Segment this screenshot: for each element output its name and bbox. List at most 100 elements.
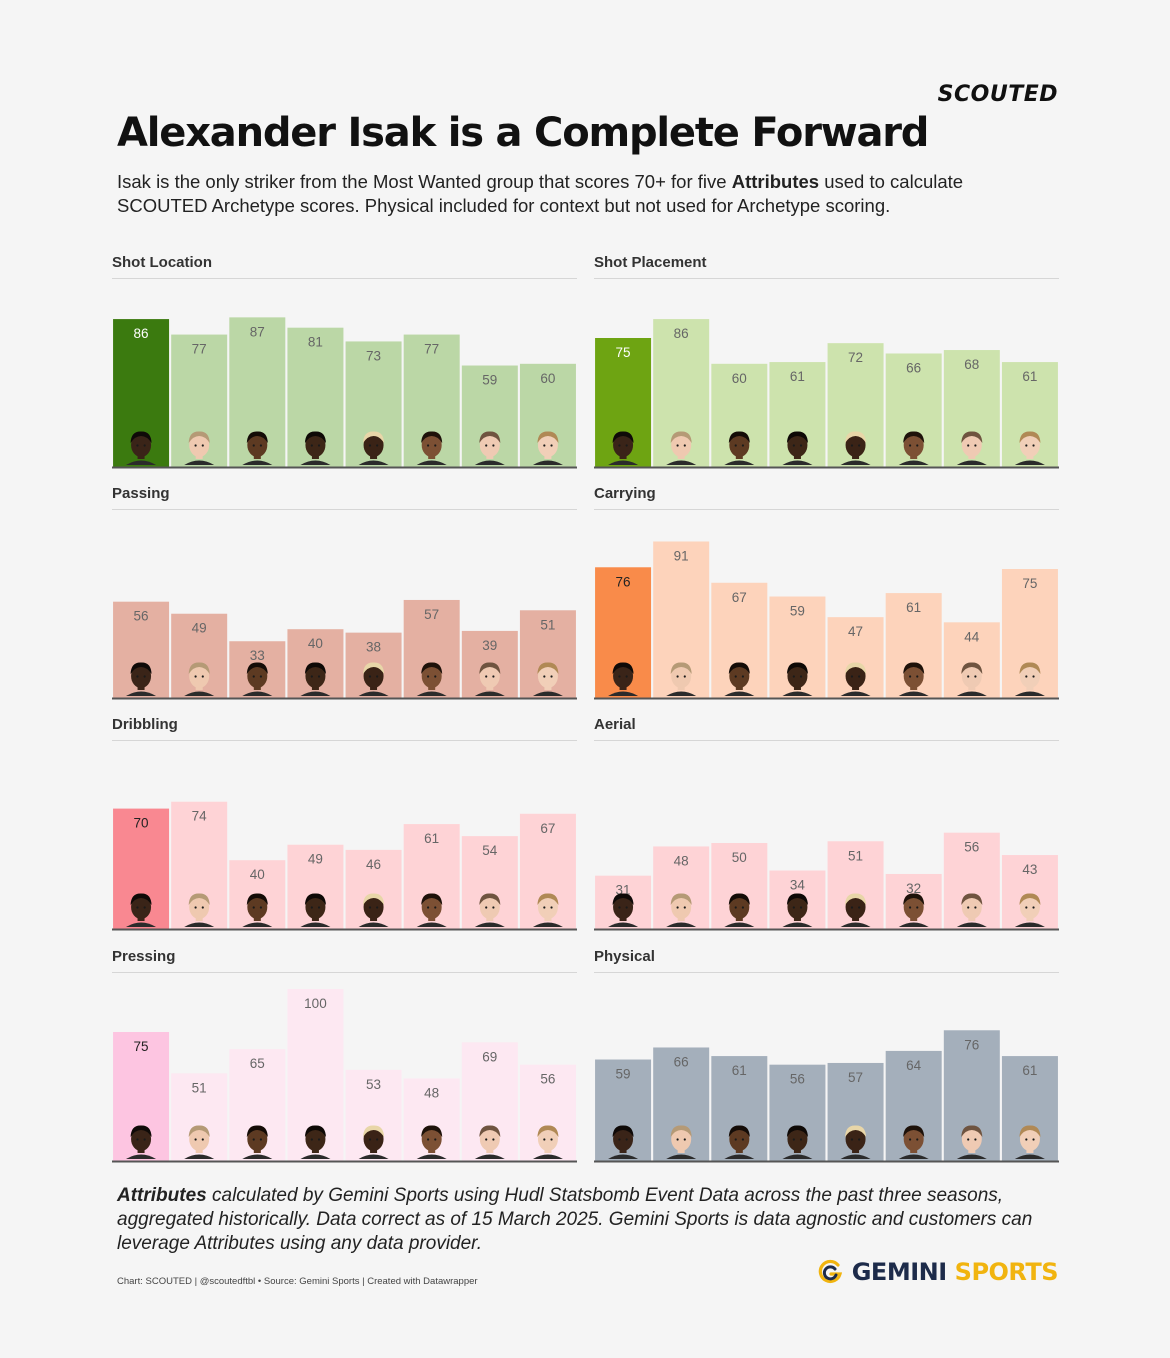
- player-headshot: [184, 1125, 215, 1159]
- player-eye: [974, 444, 977, 447]
- player-eye: [136, 444, 139, 447]
- chart-panel-dribbling: Dribbling 70 74 40 49 46 61 54 67: [112, 716, 577, 941]
- player-hair: [537, 431, 559, 443]
- bar-group: 40: [287, 629, 344, 698]
- player-face: [729, 1127, 750, 1151]
- player-eye: [201, 1138, 204, 1141]
- note-text: calculated by Gemini Sports using Hudl S…: [117, 1185, 1033, 1254]
- bar-value-label: 67: [732, 590, 747, 605]
- player-headshot: [126, 893, 157, 927]
- player-hair: [363, 431, 385, 443]
- player-face: [247, 1127, 268, 1151]
- player-eye: [376, 444, 379, 447]
- player-face: [363, 664, 384, 688]
- player-eye: [485, 1138, 488, 1141]
- player-eye: [625, 675, 628, 678]
- player-shirt: [300, 691, 331, 696]
- bar-group: 57: [827, 1062, 884, 1161]
- player-headshot: [956, 893, 987, 927]
- player-headshot: [358, 431, 389, 465]
- player-headshot: [666, 431, 697, 465]
- player-eye: [252, 444, 255, 447]
- bar-value-label: 61: [424, 831, 439, 846]
- player-shirt: [416, 1154, 447, 1159]
- chart-title-rule: [112, 278, 577, 279]
- player-hair: [479, 1125, 501, 1137]
- player-hair: [421, 431, 443, 443]
- player-face: [845, 664, 866, 688]
- player-eye: [194, 906, 197, 909]
- player-eye: [683, 1138, 686, 1141]
- player-shirt: [474, 691, 505, 696]
- player-shirt: [782, 691, 813, 696]
- player-face: [479, 1127, 500, 1151]
- player-hair: [479, 431, 501, 443]
- player-hair: [845, 431, 867, 443]
- player-shirt: [300, 460, 331, 465]
- player-face: [189, 895, 210, 919]
- player-headshot: [474, 1125, 505, 1159]
- player-eye: [317, 444, 321, 447]
- bar-value-label: 76: [964, 1037, 979, 1052]
- player-eye: [143, 1138, 146, 1141]
- player-headshot: [300, 893, 331, 927]
- player-hair: [363, 1125, 385, 1137]
- player-hair: [479, 662, 501, 674]
- player-shirt: [666, 460, 697, 465]
- player-eye: [858, 1138, 861, 1141]
- player-hair: [188, 662, 210, 674]
- bar-value-label: 61: [1022, 369, 1037, 384]
- bar-value-label: 75: [134, 1039, 149, 1054]
- player-hair: [612, 1125, 634, 1137]
- player-shirt: [126, 460, 157, 465]
- player-shirt: [724, 922, 755, 927]
- player-eye: [485, 444, 488, 447]
- chart-panel-aerial: Aerial 31 48 50 34 51 32 56 43: [594, 716, 1059, 941]
- bar-value-label: 61: [906, 600, 921, 615]
- bar-group: 67: [711, 582, 768, 698]
- player-shirt: [1014, 460, 1045, 465]
- gemini-logo-icon: [818, 1259, 842, 1284]
- bar-group: 73: [345, 341, 402, 467]
- player-eye: [1032, 675, 1035, 678]
- bar-value-label: 81: [308, 335, 323, 350]
- player-eye: [734, 906, 737, 909]
- player-eye: [850, 1138, 854, 1141]
- player-shirt: [300, 1154, 331, 1159]
- bar-group: 61: [1001, 362, 1058, 467]
- player-face: [305, 433, 326, 457]
- player-eye: [741, 1138, 745, 1141]
- player-headshot: [782, 893, 813, 927]
- bar-group: 61: [403, 824, 460, 929]
- player-eye: [492, 1138, 495, 1141]
- player-eye: [426, 906, 430, 909]
- bar-group: 76: [943, 1030, 1000, 1161]
- bar-value-label: 56: [964, 840, 979, 855]
- player-eye: [618, 1138, 621, 1141]
- player-headshot: [840, 662, 871, 696]
- player-shirt: [782, 922, 813, 927]
- player-eye: [143, 906, 146, 909]
- player-hair: [786, 431, 808, 443]
- player-eye: [259, 675, 263, 678]
- bar-group: 81: [287, 327, 344, 467]
- player-shirt: [608, 1154, 639, 1159]
- player-shirt: [126, 1154, 157, 1159]
- chart-title: Passing: [112, 485, 170, 502]
- player-headshot: [666, 893, 697, 927]
- player-eye: [974, 906, 977, 909]
- player-eye: [194, 1138, 197, 1141]
- player-hair: [304, 893, 326, 905]
- player-eye: [143, 675, 146, 678]
- player-hair: [670, 1125, 692, 1137]
- player-shirt: [358, 691, 389, 696]
- player-face: [671, 433, 692, 457]
- player-face: [189, 1127, 210, 1151]
- player-headshot: [782, 431, 813, 465]
- player-eye: [550, 906, 553, 909]
- player-face: [247, 433, 268, 457]
- chart-title-rule: [594, 278, 1059, 279]
- player-hair: [728, 1125, 750, 1137]
- player-shirt: [840, 1154, 871, 1159]
- bar-value-label: 57: [848, 1070, 863, 1085]
